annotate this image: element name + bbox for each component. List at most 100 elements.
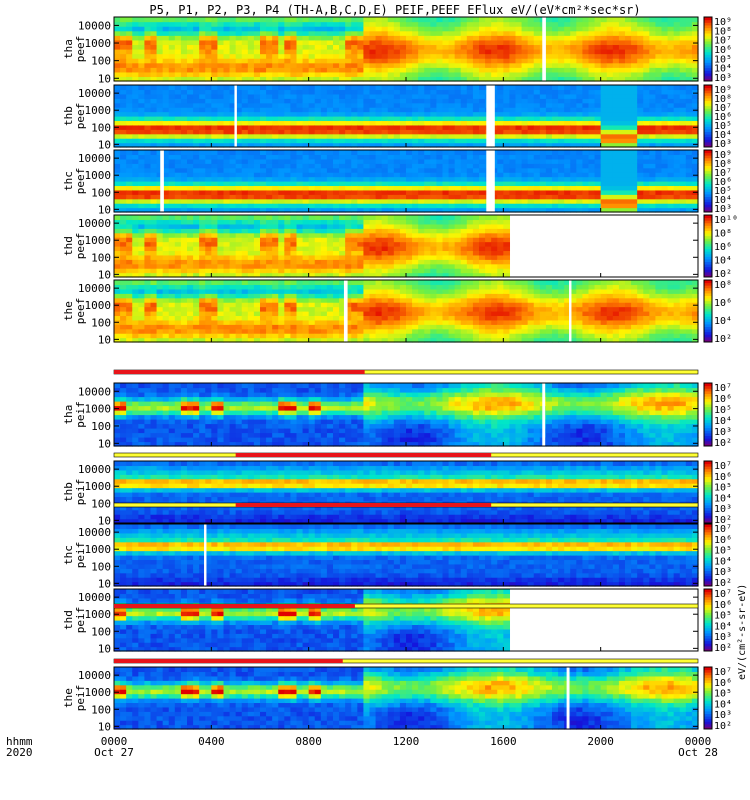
heatmap-cell [375,241,383,247]
heatmap-cell [503,49,511,55]
heatmap-cell [302,21,310,27]
heatmap-cell [247,26,255,32]
heatmap-cell [448,228,456,234]
heatmap-cell [193,62,200,68]
data-gap [234,85,237,147]
heatmap-cell [497,17,504,23]
heatmap-cell [278,102,285,108]
heatmap-cell [600,198,608,204]
heatmap-cell [552,198,559,204]
heatmap-cell [351,228,358,234]
heatmap-cell [120,62,127,68]
heatmap-cell [479,203,486,209]
heatmap-cell [126,93,133,99]
heatmap-cell [612,30,620,36]
heatmap-cell [436,163,444,169]
heatmap-cell [302,207,310,213]
heatmap-cell [241,44,249,50]
heatmap-cell [412,107,419,113]
heatmap-cell [278,241,285,247]
heatmap-cell [606,35,614,41]
heatmap-cell [564,172,571,178]
heatmap-cell [381,263,389,269]
heatmap-cell [241,93,249,99]
heatmap-cell [278,246,285,252]
heatmap-cell [503,194,511,200]
heatmap-cell [314,228,322,234]
heatmap-cell [114,268,121,274]
heatmap-cell [418,120,425,126]
heatmap-cell [375,268,383,274]
heatmap-cell [673,71,681,78]
heatmap-cell [363,93,371,99]
heatmap-cell [576,102,584,108]
heatmap-cell [357,71,365,78]
heatmap-cell [485,49,492,55]
heatmap-cell [144,232,152,238]
heatmap-cell [418,207,425,213]
heatmap-cell [114,26,121,32]
heatmap-cell [138,207,146,213]
heatmap-cell [260,154,267,160]
heatmap-cell [357,268,365,274]
heatmap-cell [479,98,486,104]
heatmap-cell [442,35,450,41]
heatmap-cell [138,102,146,108]
heatmap-cell [503,35,511,41]
heatmap-cell [412,163,419,169]
heatmap-cell [138,176,146,182]
heatmap-cell [162,26,170,32]
heatmap-cell [120,223,127,229]
heatmap-cell [454,185,462,191]
heatmap-cell [156,250,164,256]
heatmap-cell [387,35,395,41]
heatmap-cell [558,163,565,169]
heatmap-cell [454,30,462,36]
heatmap-cell [503,53,511,59]
heatmap-cell [272,133,279,139]
heatmap-cell [284,176,292,182]
heatmap-cell [156,76,164,82]
heatmap-cell [363,35,371,41]
colorbar-swatch [704,116,712,120]
heatmap-cell [284,53,292,59]
heatmap-cell [436,228,444,234]
heatmap-cell [582,138,590,144]
heatmap-cell [369,124,377,130]
heatmap-cell [381,154,389,160]
heatmap-cell [284,158,292,164]
heatmap-cell [205,215,212,221]
heatmap-cell [479,150,486,156]
heatmap-cell [527,207,535,213]
heatmap-cell [381,259,389,265]
heatmap-cell [138,35,146,41]
heatmap-cell [174,194,182,200]
heatmap-cell [229,268,237,274]
heatmap-cell [132,181,139,187]
heatmap-cell [643,35,650,41]
heatmap-cell [430,167,438,173]
heatmap-cell [527,26,535,32]
heatmap-cell [631,53,638,59]
heatmap-cell [570,107,577,113]
heatmap-cell [539,120,547,126]
heatmap-cell [162,259,170,265]
heatmap-cell [162,76,170,82]
heatmap-cell [552,21,559,27]
heatmap-cell [223,237,231,243]
heatmap-cell [162,189,170,195]
heatmap-cell [339,142,346,148]
heatmap-cell [503,71,511,78]
heatmap-cell [241,223,249,229]
heatmap-cell [424,150,431,156]
heatmap-cell [260,71,267,78]
heatmap-cell [138,215,146,221]
heatmap-cell [284,89,292,95]
heatmap-cell [412,133,419,139]
heatmap-cell [266,263,273,269]
heatmap-cell [521,142,529,148]
heatmap-cell [320,189,328,195]
heatmap-cell [655,98,663,104]
heatmap-cell [345,150,352,156]
heatmap-cell [138,241,146,247]
